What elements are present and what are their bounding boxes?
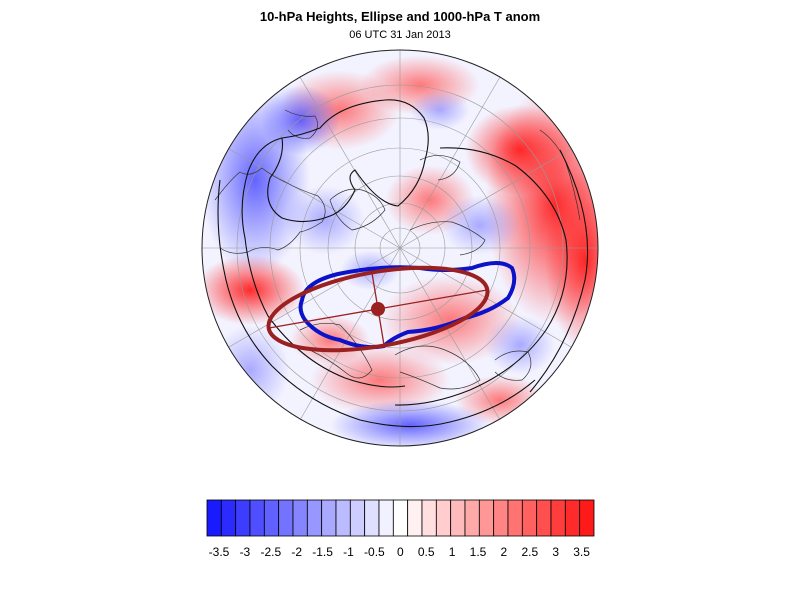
colorbar-swatch <box>450 499 466 537</box>
colorbar-swatch <box>263 499 280 537</box>
colorbar-swatch <box>550 499 566 537</box>
colorbar-tick-label: 0 <box>397 545 404 559</box>
colorbar-tick-label: -0.5 <box>364 545 385 559</box>
colorbar-tick-label: -2.5 <box>260 545 281 559</box>
colorbar-swatch <box>249 499 265 537</box>
colorbar-tick-label: -3.5 <box>209 545 230 559</box>
colorbar-swatch <box>292 499 308 537</box>
colorbar-swatch <box>206 499 222 537</box>
colorbar-swatch <box>335 499 351 537</box>
colorbar-swatch <box>349 499 366 537</box>
colorbar-swatch <box>564 499 581 537</box>
colorbar-tick-label: 2 <box>501 545 508 559</box>
ellipse-centroid <box>371 302 385 316</box>
colorbar-tick-label: 3 <box>552 545 559 559</box>
colorbar-swatch <box>235 499 251 537</box>
colorbar-swatch <box>478 499 495 537</box>
plot-title: 10-hPa Heights, Ellipse and 1000-hPa T a… <box>259 9 541 24</box>
colorbar-tick-label: -3 <box>240 545 251 559</box>
height-contours <box>217 99 589 428</box>
colorbar-tick-label: 1.5 <box>470 545 487 559</box>
coastlines <box>214 109 581 390</box>
colorbar-swatch <box>435 499 452 537</box>
colorbar-swatch <box>536 499 552 537</box>
colorbar-swatch <box>220 499 237 537</box>
colorbar-swatch <box>278 499 294 537</box>
colorbar-tick-label: 1 <box>449 545 456 559</box>
plot-subtitle: 06 UTC 31 Jan 2013 <box>349 29 451 41</box>
colorbar-swatch <box>493 499 509 537</box>
colorbar-swatch <box>421 499 437 537</box>
colorbar-swatch <box>521 499 538 537</box>
polar-map <box>201 49 599 447</box>
colorbar-swatch <box>507 499 523 537</box>
colorbar-tick-label: -1 <box>343 545 354 559</box>
colorbar-swatch <box>392 499 409 537</box>
colorbar-swatch <box>464 499 480 537</box>
colorbar-tick-label: -2 <box>291 545 302 559</box>
colorbar-swatch <box>407 499 423 537</box>
vortex-ellipse <box>266 265 490 353</box>
globe-border <box>201 49 599 447</box>
colorbar-tick-label: -1.5 <box>312 545 333 559</box>
colorbar-swatch <box>579 499 595 537</box>
colorbar-swatch <box>364 499 380 537</box>
colorbar-swatch <box>306 499 323 537</box>
colorbar-tick-label: 3.5 <box>573 545 590 559</box>
colorbar-tick-label: 0.5 <box>418 545 435 559</box>
colorbar-tick-label: 2.5 <box>521 545 538 559</box>
colorbar-swatch <box>321 499 337 537</box>
colorbar-swatch <box>378 499 394 537</box>
